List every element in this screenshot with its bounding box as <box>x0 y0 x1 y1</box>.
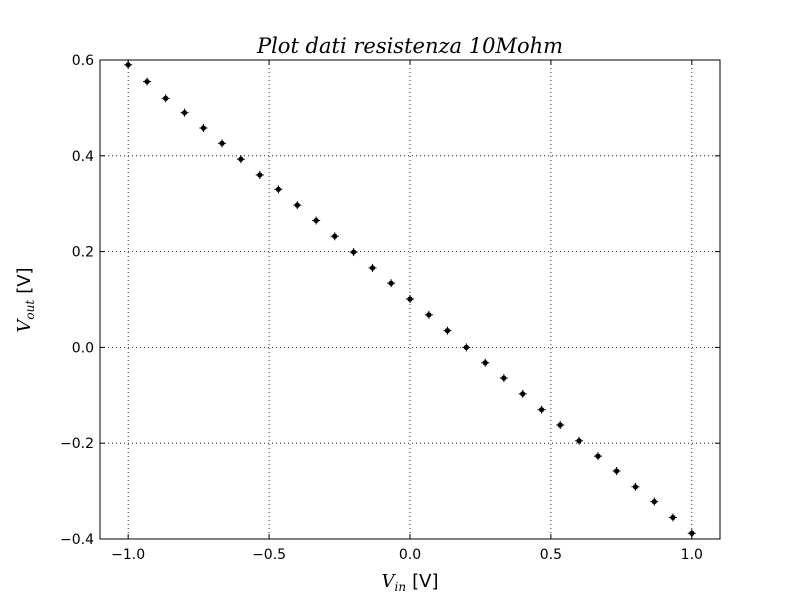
data-point <box>293 201 302 210</box>
data-point <box>274 185 283 194</box>
data-point-dot <box>163 95 169 101</box>
y-tick-label: 0.2 <box>72 245 94 261</box>
x-axis-symbol: V <box>382 571 397 592</box>
data-point <box>349 248 358 257</box>
data-point-dot <box>444 328 451 334</box>
data-point-dot <box>388 280 394 286</box>
data-point-dot <box>463 344 469 350</box>
data-points <box>124 60 696 538</box>
data-point-dot <box>576 438 582 444</box>
data-point-dot <box>613 468 620 474</box>
data-point-dot <box>275 186 281 192</box>
data-point-dot <box>557 422 563 428</box>
data-point <box>462 343 471 352</box>
data-point-dot <box>539 407 545 413</box>
data-point <box>312 216 321 225</box>
data-point <box>518 389 527 398</box>
data-point <box>406 295 414 304</box>
y-ticks: −0.4 −0.2 0.0 0.2 0.4 0.6 <box>60 53 720 548</box>
data-point-dot <box>369 265 376 271</box>
x-tick-label: 1.0 <box>681 547 703 563</box>
data-point <box>143 77 152 86</box>
x-axis-unit: [V] <box>412 571 438 592</box>
data-point <box>424 310 433 319</box>
y-tick-label: 0.4 <box>72 149 94 165</box>
data-point <box>499 374 508 383</box>
x-tick-label: 0.0 <box>399 547 421 563</box>
data-point <box>668 513 677 522</box>
data-point-dot <box>181 110 188 116</box>
data-point-dot <box>520 391 526 397</box>
data-point <box>255 170 264 179</box>
y-tick-label: −0.2 <box>60 436 94 452</box>
data-point-dot <box>482 360 488 366</box>
data-point-dot <box>595 453 601 459</box>
data-point <box>330 232 339 241</box>
data-point-dot <box>407 296 413 302</box>
x-axis-label: Vin [V] <box>382 571 439 594</box>
data-point <box>481 358 490 367</box>
data-point-dot <box>313 217 319 224</box>
data-point-dot <box>257 172 263 178</box>
x-tick-label: −0.5 <box>252 547 286 563</box>
data-point <box>556 420 565 429</box>
data-point <box>443 326 452 335</box>
data-point <box>631 482 640 491</box>
data-point <box>199 124 208 133</box>
data-point-dot <box>200 125 207 131</box>
data-point <box>650 497 659 506</box>
data-point-dot <box>426 312 432 318</box>
data-point <box>575 436 584 445</box>
data-point-dot <box>294 202 300 208</box>
x-tick-label: 0.5 <box>540 547 562 563</box>
data-point <box>387 279 396 288</box>
data-point-dot <box>219 140 225 146</box>
x-axis-subscript: in <box>395 580 407 594</box>
data-point-dot <box>351 249 357 255</box>
data-point-dot <box>238 156 244 162</box>
y-axis-subscript: out <box>23 300 37 320</box>
x-tick-label: −1.0 <box>111 547 145 563</box>
data-point <box>593 452 602 461</box>
y-axis-symbol: V <box>14 318 35 333</box>
x-ticks: −1.0 −0.5 0.0 0.5 1.0 <box>111 60 703 563</box>
y-axis-label: Vout [V] <box>14 267 37 332</box>
data-point-dot <box>144 78 150 85</box>
data-point-dot <box>651 499 657 505</box>
data-point <box>368 263 377 272</box>
y-tick-label: 0.6 <box>72 53 94 69</box>
y-axis-unit: [V] <box>14 267 35 293</box>
data-point-dot <box>632 484 639 490</box>
y-tick-label: −0.4 <box>60 532 94 548</box>
chart-title: Plot dati resistenza 10Mohm <box>256 34 563 58</box>
data-point <box>236 155 245 164</box>
data-point <box>612 466 621 475</box>
data-point-dot <box>501 375 507 381</box>
y-tick-label: 0.0 <box>72 340 94 356</box>
data-point <box>537 405 546 414</box>
data-point <box>161 94 170 103</box>
data-point-dot <box>332 233 338 239</box>
data-point-dot <box>670 514 676 521</box>
data-point-dot <box>689 530 695 536</box>
data-point <box>218 139 227 148</box>
data-point <box>180 108 189 117</box>
